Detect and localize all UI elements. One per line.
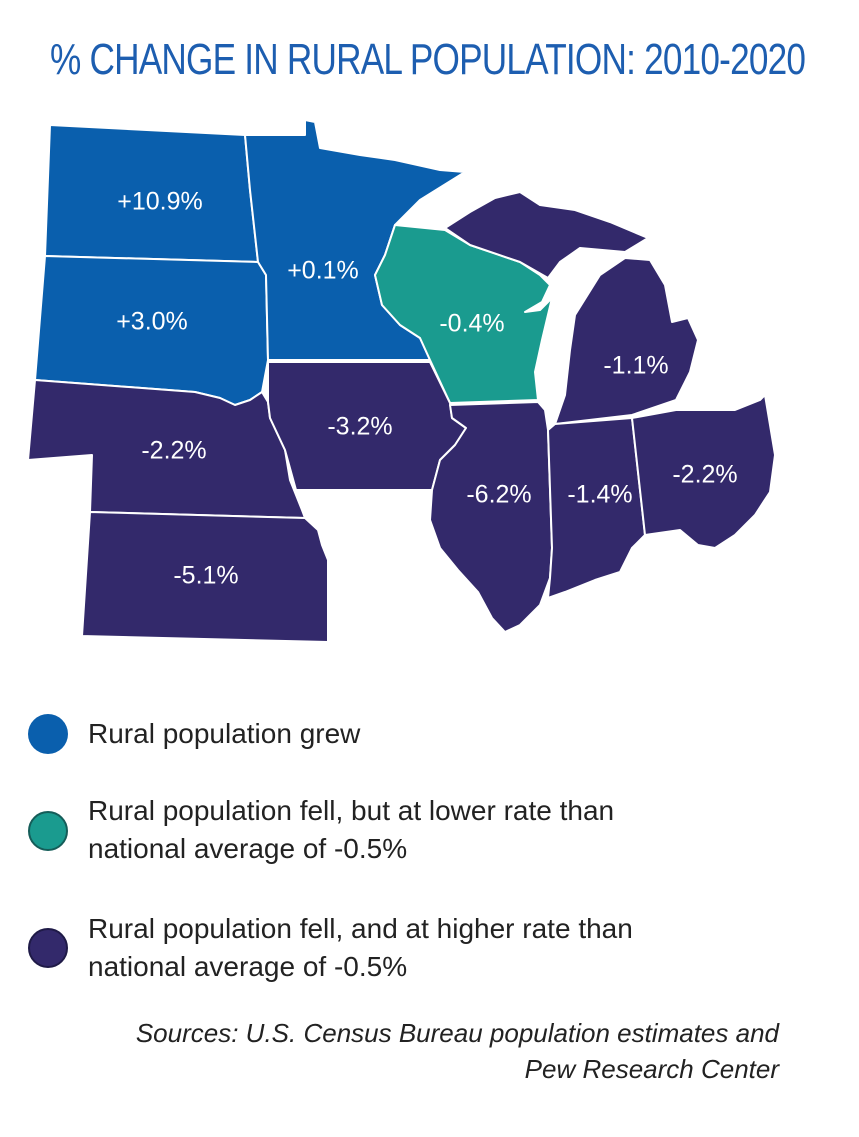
label-minnesota: +0.1% — [287, 257, 359, 285]
label-north-dakota: +10.9% — [117, 188, 203, 216]
state-michigan — [444, 191, 699, 425]
legend-dot-grew-icon — [28, 714, 68, 754]
legend-text-fell-higher-line2: national average of -0.5% — [88, 951, 408, 982]
label-south-dakota: +3.0% — [116, 308, 188, 336]
state-indiana — [547, 417, 646, 599]
label-iowa: -3.2% — [327, 413, 392, 441]
label-illinois: -6.2% — [466, 481, 531, 509]
label-ohio: -2.2% — [672, 461, 737, 489]
label-wisconsin: -0.4% — [439, 310, 504, 338]
state-kansas — [81, 511, 329, 643]
label-michigan: -1.1% — [603, 352, 668, 380]
legend-dot-fell-lower-icon — [28, 811, 68, 851]
state-ohio — [631, 394, 776, 549]
legend-text-fell-lower-line1: Rural population fell, but at lower rate… — [88, 795, 615, 826]
map-title: % CHANGE IN RURAL POPULATION: 2010-2020 — [50, 35, 806, 84]
label-kansas: -5.1% — [173, 562, 238, 590]
label-nebraska: -2.2% — [141, 437, 206, 465]
legend-text-fell-lower-line2: national average of -0.5% — [88, 833, 408, 864]
midwest-map: +10.9% +3.0% +0.1% -0.4% -1.1% -2.2% -3.… — [27, 119, 776, 643]
legend-dot-fell-higher-icon — [28, 928, 68, 968]
sources-note: Sources: U.S. Census Bureau population e… — [19, 1015, 779, 1087]
sources-line2: Pew Research Center — [524, 1054, 779, 1084]
label-indiana: -1.4% — [567, 481, 632, 509]
legend-text-grew: Rural population grew — [88, 718, 361, 749]
sources-line1: Sources: U.S. Census Bureau population e… — [135, 1018, 779, 1048]
legend-text-fell-higher-line1: Rural population fell, and at higher rat… — [88, 913, 633, 944]
